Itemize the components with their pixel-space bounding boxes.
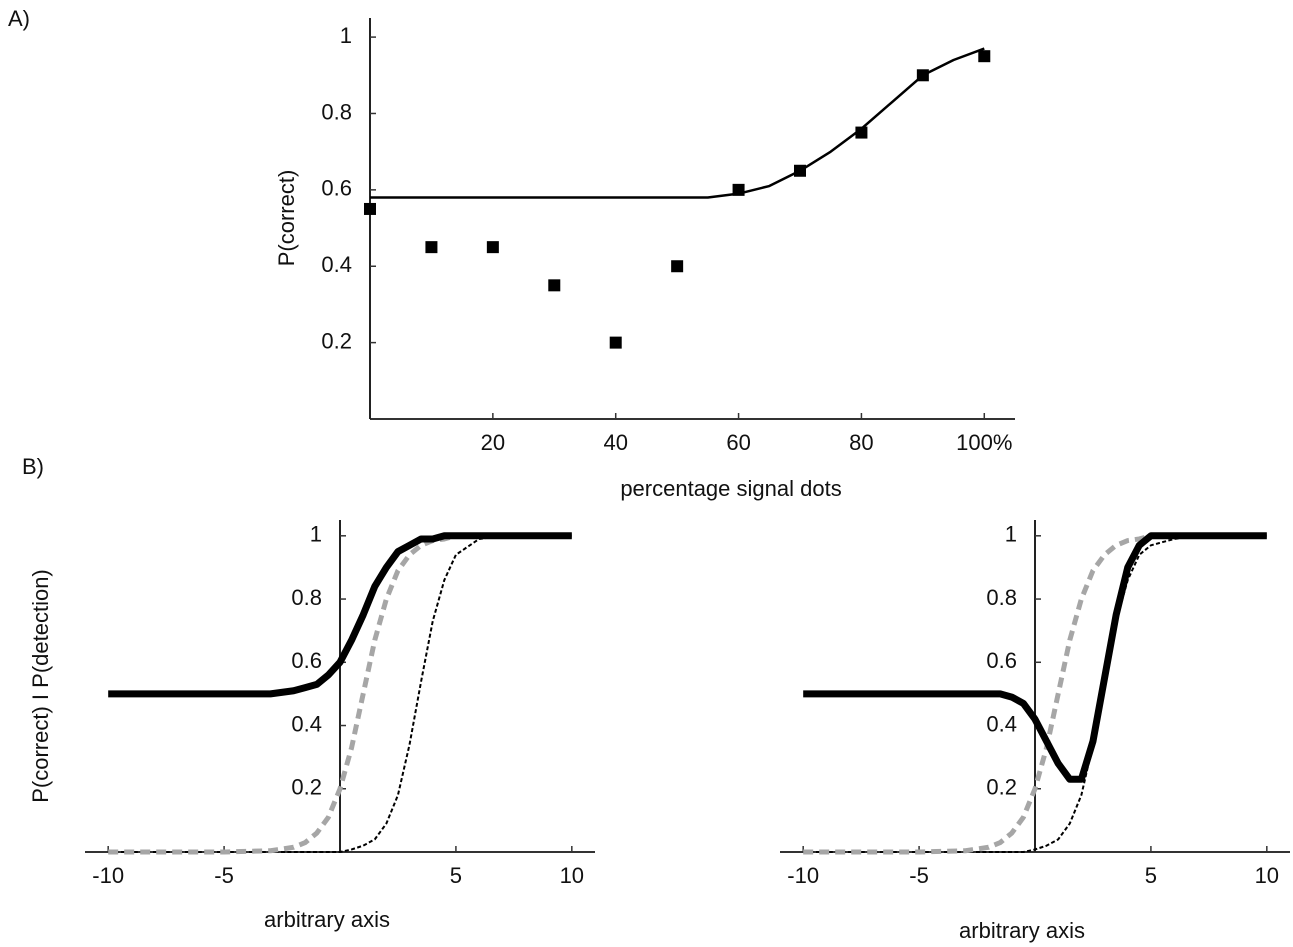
marker [486,241,499,254]
x-tick-label: 80 [849,430,873,455]
x-axis-label: arbitrary axis [264,907,390,932]
curve [108,533,572,855]
y-tick-label: 0.8 [986,585,1017,610]
y-tick-label: 0.2 [986,775,1017,800]
marker [609,336,622,349]
marker [425,241,438,254]
y-tick-label: 0.4 [291,711,322,736]
x-tick-label: -5 [214,863,234,888]
x-tick-label: -5 [909,863,929,888]
marker [671,260,684,273]
x-tick-label: -10 [787,863,819,888]
y-axis-label: P(correct) I P(detection) [28,569,53,803]
x-tick-label: 5 [1145,863,1157,888]
x-tick-label: 40 [603,430,627,455]
panel-label: A) [8,6,30,31]
x-axis-label: arbitrary axis [959,918,1085,943]
curve [108,534,572,853]
marker [548,279,561,292]
y-tick-label: 0.4 [986,711,1017,736]
x-tick-label: 100% [956,430,1012,455]
marker [978,50,991,63]
panel-label: B) [22,454,44,479]
y-tick-label: 1 [340,23,352,48]
curve [803,534,1267,853]
y-tick-label: 0.8 [291,585,322,610]
y-tick-label: 0.4 [321,252,352,277]
y-tick-label: 0.2 [321,328,352,353]
curve [370,47,985,199]
curve [108,532,572,698]
y-tick-label: 1 [1005,522,1017,547]
curve [803,533,1267,855]
curve [803,532,1267,783]
y-tick-label: 0.2 [291,775,322,800]
x-tick-label: 5 [450,863,462,888]
y-tick-label: 0.6 [986,648,1017,673]
x-tick-label: 20 [481,430,505,455]
x-axis-label: percentage signal dots [620,476,841,501]
x-tick-label: -10 [92,863,124,888]
y-axis-label: P(correct) [274,170,299,267]
y-tick-label: 0.6 [321,176,352,201]
x-tick-label: 10 [1255,863,1279,888]
x-tick-label: 60 [726,430,750,455]
y-tick-label: 1 [310,522,322,547]
y-tick-label: 0.6 [291,648,322,673]
x-tick-label: 10 [560,863,584,888]
marker [364,202,376,215]
y-tick-label: 0.8 [321,99,352,124]
